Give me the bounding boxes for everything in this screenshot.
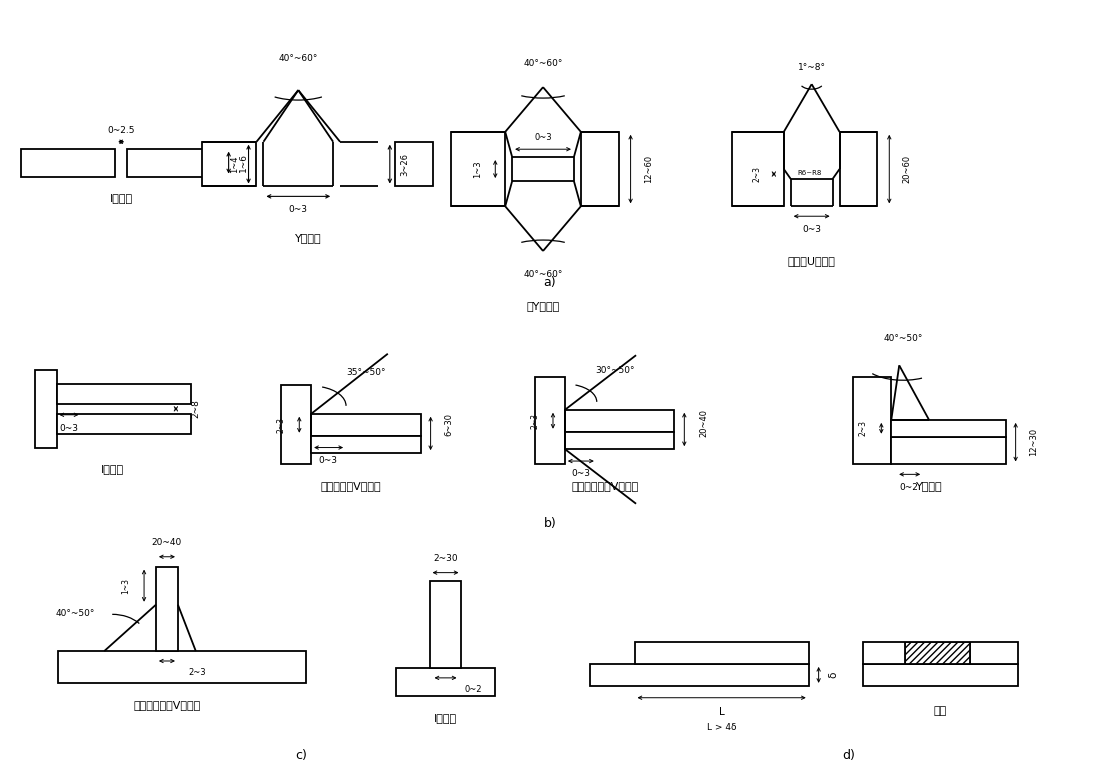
Text: 40°~60°: 40°~60°: [524, 59, 563, 68]
Bar: [56, 413, 190, 434]
Text: a): a): [543, 276, 557, 290]
Text: I形坡口: I形坡口: [101, 464, 124, 474]
Bar: [854, 377, 891, 464]
Text: 2~3: 2~3: [530, 413, 540, 429]
Bar: [21, 149, 116, 176]
Text: b): b): [543, 517, 557, 531]
Text: 0~3: 0~3: [535, 132, 552, 142]
Bar: [891, 420, 1005, 437]
Text: 0~2: 0~2: [464, 685, 482, 695]
Text: L > 4δ: L > 4δ: [707, 723, 736, 732]
Text: 1°~8°: 1°~8°: [798, 63, 826, 72]
Text: 1~6: 1~6: [239, 153, 249, 172]
Text: 塞焊: 塞焊: [934, 705, 947, 715]
Bar: [590, 664, 808, 686]
Text: 带钓边U形坡口: 带钓边U形坡口: [788, 256, 836, 266]
Text: 20~40: 20~40: [700, 409, 708, 437]
Text: L: L: [718, 707, 725, 717]
Bar: [733, 132, 784, 206]
Text: 带钓边双单边V形坡口: 带钓边双单边V形坡口: [133, 700, 200, 710]
Text: 1~3: 1~3: [473, 160, 482, 178]
Bar: [565, 410, 674, 432]
Bar: [282, 385, 311, 464]
Text: 0~2: 0~2: [900, 483, 918, 492]
Text: 带钓边双单边V形坡口: 带钓边双单边V形坡口: [571, 481, 638, 491]
Text: 20~60: 20~60: [903, 155, 912, 183]
Text: 带钓边单边V形坡口: 带钓边单边V形坡口: [321, 481, 382, 491]
Text: 2~3: 2~3: [277, 417, 286, 433]
Text: 2~3: 2~3: [859, 420, 868, 437]
Bar: [396, 668, 495, 696]
Text: 30°~50°: 30°~50°: [595, 366, 635, 375]
Text: R6~R8: R6~R8: [798, 170, 822, 176]
Text: 1~3: 1~3: [122, 578, 131, 594]
Text: I形坡口: I形坡口: [110, 193, 133, 203]
Bar: [128, 149, 222, 176]
Text: 6~30: 6~30: [444, 413, 453, 437]
Bar: [864, 642, 1018, 664]
Text: 2~3: 2~3: [188, 668, 206, 678]
Text: 2~3: 2~3: [752, 166, 761, 182]
Text: 1~4: 1~4: [230, 156, 239, 172]
Bar: [565, 432, 674, 449]
Text: 0~3: 0~3: [571, 470, 591, 478]
Text: 0~3: 0~3: [319, 456, 338, 465]
Text: 20~40: 20~40: [152, 538, 183, 547]
Text: 0~2.5: 0~2.5: [108, 126, 135, 136]
Bar: [535, 377, 565, 464]
Text: c): c): [295, 748, 307, 762]
Bar: [839, 132, 878, 206]
Bar: [581, 132, 618, 206]
Text: d): d): [842, 748, 855, 762]
Text: 12~60: 12~60: [644, 155, 653, 183]
Bar: [395, 142, 432, 186]
Bar: [156, 567, 178, 651]
Bar: [201, 142, 256, 186]
Text: Y形坡口: Y形坡口: [295, 233, 321, 243]
Text: 40°~50°: 40°~50°: [56, 609, 95, 618]
Text: 35°~50°: 35°~50°: [346, 367, 386, 377]
Text: 0~3: 0~3: [802, 225, 822, 233]
Bar: [891, 437, 1005, 464]
Text: 40°~50°: 40°~50°: [883, 334, 923, 343]
Text: 3~26: 3~26: [400, 152, 409, 176]
Bar: [864, 664, 1018, 686]
Text: 2~30: 2~30: [433, 554, 458, 563]
Bar: [635, 642, 808, 664]
Bar: [430, 581, 461, 668]
Text: 40°~60°: 40°~60°: [278, 54, 318, 63]
Bar: [311, 413, 420, 436]
Text: 0~3: 0~3: [59, 424, 78, 434]
Bar: [57, 651, 306, 683]
Text: 0~3: 0~3: [289, 205, 308, 214]
Text: Y形坡口: Y形坡口: [916, 481, 943, 491]
Text: 12~30: 12~30: [1028, 428, 1038, 457]
Bar: [56, 384, 190, 403]
Text: I形坡口: I形坡口: [434, 712, 458, 722]
Text: 40°~60°: 40°~60°: [524, 270, 563, 280]
Bar: [311, 436, 420, 453]
Text: 双Y形坡口: 双Y形坡口: [527, 300, 560, 310]
Text: δ: δ: [828, 671, 838, 678]
Bar: [905, 642, 970, 664]
Bar: [34, 370, 56, 447]
Text: 2~8: 2~8: [191, 400, 200, 418]
Bar: [451, 132, 505, 206]
